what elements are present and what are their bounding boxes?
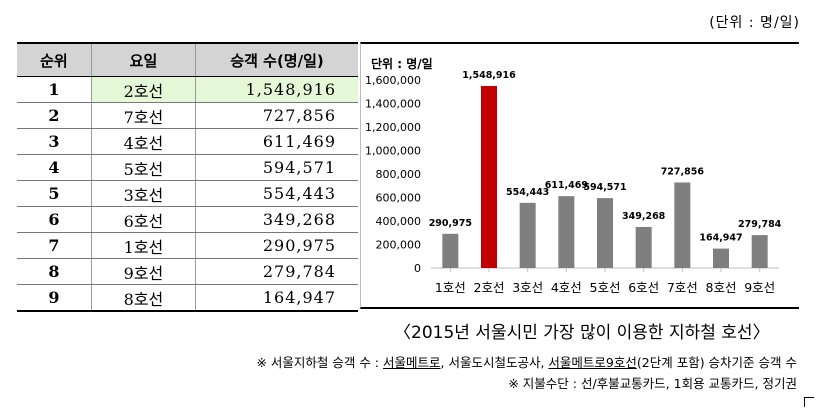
- line-cell: 7호선: [90, 102, 196, 129]
- x-tick-label: 4호선: [551, 280, 582, 295]
- passengers-cell: 290,975: [195, 232, 358, 259]
- data-label: 554,443: [506, 187, 549, 198]
- x-tick-label: 7호선: [667, 280, 698, 295]
- line-cell: 1호선: [90, 232, 196, 259]
- table-row: 4 5호선 594,571: [17, 154, 358, 181]
- chart-caption: 〈2015년 서울시민 가장 많이 이용한 지하철 호선〉: [394, 323, 770, 343]
- table-row: 2 7호선 727,856: [17, 102, 358, 129]
- line-cell: 5호선: [90, 154, 196, 181]
- page-corner-mark: [804, 397, 814, 407]
- table-row: 3 4호선 611,469: [17, 128, 358, 155]
- x-tick-label: 2호선: [474, 280, 505, 295]
- table-row: 5 3호선 554,443: [17, 180, 358, 207]
- unit-note: (단위 : 명/일): [709, 15, 800, 31]
- data-label: 1,548,916: [462, 70, 516, 81]
- rank-cell: 6: [17, 206, 92, 233]
- header-line: 요일: [90, 42, 196, 77]
- table-row: 6 6호선 349,268: [17, 206, 358, 233]
- rank-cell: 5: [17, 180, 92, 207]
- rank-cell: 9: [17, 284, 92, 312]
- footnote-link-seoul-metro[interactable]: 서울메트로: [383, 355, 441, 370]
- table-row: 1 2호선 1,548,916: [17, 76, 358, 103]
- rank-cell: 2: [17, 102, 92, 129]
- passengers-cell: 1,548,916: [195, 76, 358, 103]
- bar: [481, 86, 497, 268]
- passengers-cell: 594,571: [195, 154, 358, 181]
- bar: [751, 235, 768, 268]
- rank-cell: 8: [17, 258, 92, 285]
- table-header-row: 순위 요일 승객 수(명/일): [17, 42, 358, 77]
- footnote-source-prefix: ※ 서울지하철 승객 수 :: [256, 355, 383, 370]
- bar: [558, 196, 575, 268]
- table-row: 9 8호선 164,947: [17, 284, 358, 312]
- line-cell: 8호선: [90, 284, 196, 312]
- bar-chart: 단위 : 명/일 0 200,000 400,000 600,000 800,000 1,0…: [365, 56, 782, 295]
- x-tick-label: 8호선: [706, 280, 737, 295]
- data-label: 727,856: [661, 166, 705, 177]
- data-label: 164,947: [699, 233, 742, 244]
- header-rank: 순위: [17, 42, 92, 77]
- bar: [635, 226, 652, 268]
- line-cell: 2호선: [90, 76, 196, 103]
- rank-cell: 1: [17, 76, 92, 103]
- y-axis-unit-label: 단위 : 명/일: [371, 56, 433, 71]
- data-label: 279,784: [738, 219, 782, 230]
- y-tick-label: 1,400,000: [365, 98, 421, 111]
- y-tick-label: 800,000: [376, 168, 422, 181]
- x-tick-label: 1호선: [435, 280, 466, 295]
- rank-cell: 7: [17, 232, 92, 259]
- line-cell: 6호선: [90, 206, 196, 233]
- x-tick-label: 5호선: [590, 280, 621, 295]
- footnote-link-line9[interactable]: 서울메트로9호선: [548, 355, 637, 370]
- line-cell: 4호선: [90, 128, 196, 155]
- bar: [442, 233, 459, 268]
- line-cell: 3호선: [90, 180, 196, 207]
- y-tick-label: 0: [414, 262, 421, 275]
- rank-cell: 4: [17, 154, 92, 181]
- data-label: 290,975: [429, 218, 472, 229]
- y-tick-label: 400,000: [376, 215, 422, 228]
- footnote-source: ※ 서울지하철 승객 수 : 서울메트로, 서울도시철도공사, 서울메트로9호선…: [256, 352, 797, 371]
- passengers-cell: 554,443: [195, 180, 358, 207]
- passengers-cell: 727,856: [195, 102, 358, 129]
- passengers-cell: 611,469: [195, 128, 358, 155]
- data-label: 349,268: [622, 211, 666, 222]
- x-tick-label: 3호선: [512, 280, 543, 295]
- ranking-table: 순위 요일 승객 수(명/일) 1 2호선 1,548,916 2 7호선 72…: [17, 42, 358, 312]
- chart-panel: 단위 : 명/일 0 200,000 400,000 600,000 800,000 1,0…: [360, 42, 799, 309]
- y-tick-label: 200,000: [376, 239, 422, 252]
- table-row: 7 1호선 290,975: [17, 232, 358, 259]
- data-label: 611,469: [545, 180, 588, 191]
- bar: [519, 202, 536, 268]
- table-row: 8 9호선 279,784: [17, 258, 358, 285]
- passengers-cell: 349,268: [195, 206, 358, 233]
- passengers-cell: 279,784: [195, 258, 358, 285]
- y-tick-label: 1,000,000: [365, 145, 421, 158]
- footnote-source-mid: , 서울도시철도공사,: [440, 355, 549, 370]
- footnote-source-suffix: (2단계 포함) 승차기준 승객 수: [636, 355, 797, 370]
- data-label: 594,571: [583, 182, 626, 193]
- x-tick-label: 9호선: [744, 280, 775, 295]
- passengers-cell: 164,947: [195, 284, 358, 312]
- footnote-payment: ※ 지불수단 : 선/후불교통카드, 1회용 교통카드, 정기권: [508, 376, 797, 391]
- bar: [674, 182, 691, 268]
- y-tick-label: 1,200,000: [365, 121, 421, 134]
- y-tick-label: 600,000: [376, 192, 422, 205]
- y-tick-label: 1,600,000: [365, 74, 421, 87]
- bar: [713, 248, 729, 268]
- line-cell: 9호선: [90, 258, 196, 285]
- rank-cell: 3: [17, 128, 92, 155]
- header-passengers: 승객 수(명/일): [195, 42, 358, 77]
- x-tick-label: 6호선: [628, 280, 659, 295]
- bar: [597, 198, 613, 268]
